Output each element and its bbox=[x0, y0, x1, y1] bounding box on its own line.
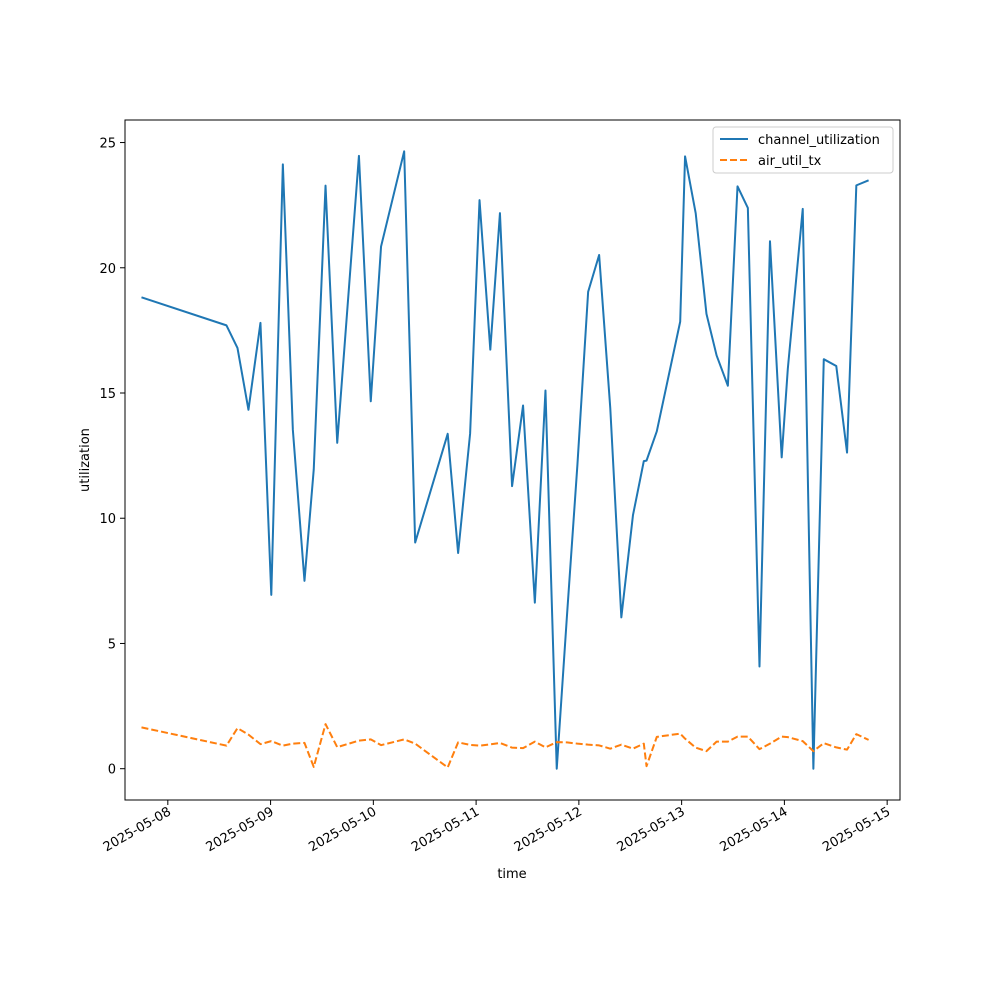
x-axis: 2025-05-08 2025-05-09 2025-05-10 2025-05-11… bbox=[101, 800, 893, 855]
y-tick-label: 15 bbox=[99, 387, 116, 402]
y-tick-label: 20 bbox=[99, 262, 116, 277]
series-line-air-util-tx bbox=[141, 724, 868, 767]
x-tick-label: 2025-05-15 bbox=[820, 804, 893, 855]
x-tick-label: 2025-05-14 bbox=[717, 804, 790, 855]
y-tick-label: 5 bbox=[108, 637, 116, 652]
x-tick-label: 2025-05-08 bbox=[101, 804, 174, 855]
x-tick-label: 2025-05-09 bbox=[204, 804, 277, 855]
x-tick-label: 2025-05-11 bbox=[409, 804, 482, 855]
x-tick-label: 2025-05-12 bbox=[512, 804, 585, 855]
series-line-channel-utilization bbox=[141, 151, 868, 768]
x-axis-label: time bbox=[497, 867, 526, 882]
y-tick-label: 10 bbox=[99, 512, 116, 527]
y-tick-label: 25 bbox=[99, 137, 116, 152]
legend-label-channel-utilization: channel_utilization bbox=[758, 133, 880, 148]
y-tick-label: 0 bbox=[108, 763, 116, 778]
series-layer bbox=[141, 151, 868, 768]
x-tick-label: 2025-05-10 bbox=[306, 804, 379, 855]
x-tick-label: 2025-05-13 bbox=[615, 804, 688, 855]
y-axis: 0 5 10 15 20 25 bbox=[99, 137, 125, 778]
axes-frame bbox=[125, 120, 900, 800]
legend: channel_utilization air_util_tx bbox=[713, 127, 893, 173]
legend-label-air-util-tx: air_util_tx bbox=[758, 154, 822, 169]
y-axis-label: utilization bbox=[78, 428, 93, 492]
